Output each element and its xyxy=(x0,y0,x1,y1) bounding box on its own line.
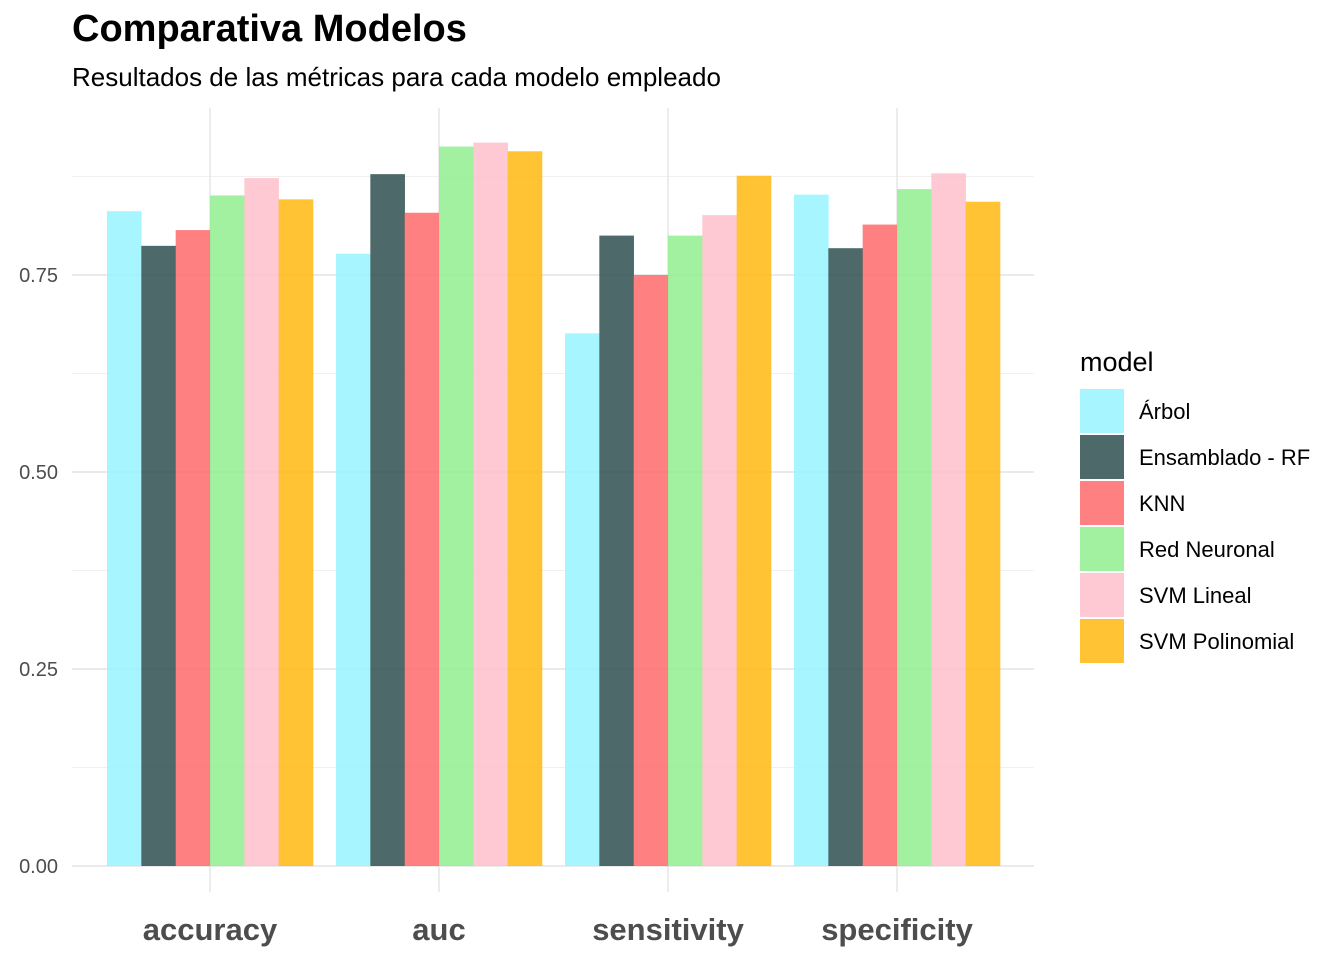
bar-specificity-5 xyxy=(965,201,1001,867)
x-tick-label: sensitivity xyxy=(592,912,744,947)
bar-accuracy-0 xyxy=(107,211,142,867)
bar-sensitivity-1 xyxy=(599,235,634,867)
legend-key-1 xyxy=(1080,435,1124,479)
legend-label-3: Red Neuronal xyxy=(1139,537,1275,562)
bar-accuracy-1 xyxy=(141,245,176,867)
legend-label-1: Ensamblado - RF xyxy=(1139,445,1310,470)
x-axis: accuracy auc sensitivity specificity xyxy=(143,912,974,947)
x-tick-label: auc xyxy=(412,912,465,947)
chart-title: Comparativa Modelos xyxy=(72,8,467,50)
bar-sensitivity-4 xyxy=(702,215,737,867)
chart-subtitle: Resultados de las métricas para cada mod… xyxy=(72,62,721,92)
bar-auc-3 xyxy=(439,146,474,866)
y-axis: 0.00 0.25 0.50 0.75 xyxy=(19,265,58,878)
legend-label-5: SVM Polinomial xyxy=(1139,629,1294,654)
x-tick-label: specificity xyxy=(821,912,973,947)
legend-label-0: Árbol xyxy=(1139,399,1190,424)
bar-sensitivity-0 xyxy=(565,333,600,866)
y-tick-label: 0.25 xyxy=(19,659,58,681)
bar-specificity-3 xyxy=(897,189,932,867)
bar-auc-4 xyxy=(473,142,508,866)
bar-auc-2 xyxy=(404,212,440,866)
y-tick-label: 0.50 xyxy=(19,462,58,484)
bar-accuracy-5 xyxy=(278,199,314,867)
bar-accuracy-4 xyxy=(244,178,279,866)
bar-sensitivity-2 xyxy=(633,275,669,866)
bars xyxy=(107,142,1001,867)
bar-sensitivity-3 xyxy=(668,235,703,867)
legend-key-0 xyxy=(1080,389,1124,433)
legend-key-3 xyxy=(1080,527,1124,571)
bar-specificity-2 xyxy=(862,224,898,866)
legend-key-5 xyxy=(1080,619,1124,663)
legend-label-4: SVM Lineal xyxy=(1139,583,1252,608)
bar-specificity-4 xyxy=(931,173,966,867)
bar-sensitivity-5 xyxy=(736,175,772,866)
bar-accuracy-3 xyxy=(210,195,245,866)
bar-auc-0 xyxy=(336,253,371,867)
bar-accuracy-2 xyxy=(175,230,211,866)
bar-specificity-1 xyxy=(828,248,863,866)
legend-label-2: KNN xyxy=(1139,491,1185,516)
legend-key-2 xyxy=(1080,481,1124,525)
bar-specificity-0 xyxy=(794,194,829,866)
legend: model Árbol Ensamblado - RF KNN Red Neuronal… xyxy=(1080,347,1310,663)
y-tick-label: 0.00 xyxy=(19,856,58,878)
bar-auc-5 xyxy=(507,151,543,866)
legend-key-4 xyxy=(1080,573,1124,617)
bar-auc-1 xyxy=(370,174,405,866)
y-tick-label: 0.75 xyxy=(19,265,58,287)
legend-title: model xyxy=(1080,347,1154,377)
x-tick-label: accuracy xyxy=(143,912,278,947)
